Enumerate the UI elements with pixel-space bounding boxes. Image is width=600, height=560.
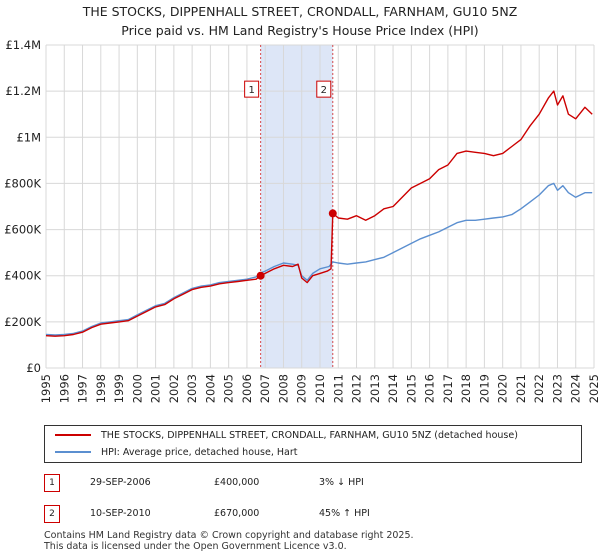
- sale-label-1: 1: [248, 85, 254, 96]
- x-tick-label: 2000: [130, 374, 144, 403]
- x-tick-label: 2008: [276, 374, 290, 403]
- chart-area: £0 £200K £400K £600K £800K £1M £1.2M £1.4M 1995 1…: [4, 38, 600, 403]
- y-tick-label: £1.2M: [5, 84, 41, 98]
- x-tick-label: 2013: [368, 374, 382, 403]
- sale-badge-1: 1: [44, 474, 60, 492]
- chart-title: THE STOCKS, DIPPENHALL STREET, CRONDALL,…: [0, 2, 600, 40]
- legend-label-hpi: HPI: Average price, detached house, Hart: [101, 447, 298, 458]
- hpi-line: [45, 182, 593, 336]
- sale-hpi-2: 45% ↑ HPI: [319, 508, 370, 519]
- legend-swatch-property: [55, 433, 91, 436]
- x-tick-label: 2007: [258, 374, 272, 403]
- x-tick-label: 1997: [76, 374, 90, 403]
- x-tick-label: 1996: [57, 374, 71, 403]
- x-tick-label: 1999: [112, 374, 126, 403]
- x-tick-label: 2018: [459, 374, 473, 403]
- y-tick-label: £600K: [4, 223, 41, 237]
- x-tick-label: 2020: [496, 374, 510, 403]
- legend: THE STOCKS, DIPPENHALL STREET, CRONDALL,…: [44, 425, 582, 463]
- x-tick-label: 2005: [222, 374, 236, 403]
- sale-badge-2: 2: [44, 505, 60, 523]
- footer-line1: Contains HM Land Registry data © Crown c…: [44, 530, 414, 541]
- x-tick-label: 2016: [423, 374, 437, 403]
- x-tick-label: 2015: [404, 374, 418, 403]
- sale-label-box-1: [244, 80, 260, 98]
- legend-item-property: THE STOCKS, DIPPENHALL STREET, CRONDALL,…: [55, 428, 518, 444]
- x-tick-label: 2003: [185, 374, 199, 403]
- legend-swatch-hpi: [55, 450, 91, 453]
- x-tick-label: 1998: [94, 374, 108, 403]
- legend-item-hpi: HPI: Average price, detached house, Hart: [55, 445, 297, 461]
- sale-price-1: £400,000: [214, 477, 260, 488]
- x-tick-label: 2024: [569, 374, 583, 403]
- x-tick-label: 2023: [550, 374, 564, 403]
- sale-price-2: £670,000: [214, 508, 260, 519]
- legend-label-property: THE STOCKS, DIPPENHALL STREET, CRONDALL,…: [101, 430, 518, 441]
- y-tick-label: £400K: [4, 269, 41, 283]
- y-tick-label: £0: [26, 361, 41, 375]
- sale-hpi-1: 3% ↓ HPI: [319, 477, 364, 488]
- chart-title-line1: THE STOCKS, DIPPENHALL STREET, CRONDALL,…: [82, 4, 518, 19]
- x-tick-label: 2011: [331, 374, 345, 403]
- sale-date-2: 10-SEP-2010: [90, 508, 151, 519]
- x-tick-label: 1995: [39, 374, 53, 403]
- sale-period-band: [260, 45, 333, 368]
- y-tick-label: £1.4M: [5, 38, 41, 52]
- sale-date-1: 29-SEP-2006: [90, 477, 151, 488]
- x-tick-label: 2014: [386, 374, 400, 403]
- footer-line2: This data is licensed under the Open Gov…: [44, 541, 347, 552]
- y-tick-label: £800K: [4, 176, 41, 190]
- x-tick-label: 2009: [295, 374, 309, 403]
- sale-label-2: 2: [321, 85, 327, 96]
- footer: Contains HM Land Registry data © Crown c…: [44, 530, 414, 552]
- x-tick-label: 2019: [477, 374, 491, 403]
- x-tick-label: 2012: [350, 374, 364, 403]
- sale-label-box-2: [316, 80, 332, 98]
- sale-point-1: [256, 271, 265, 280]
- y-tick-label: £1M: [16, 130, 41, 144]
- x-tick-label: 2002: [167, 374, 181, 403]
- x-tick-label: 2025: [587, 374, 600, 403]
- x-tick-label: 2004: [203, 374, 217, 403]
- property-price-line: [45, 90, 593, 337]
- sale-point-2: [328, 209, 337, 218]
- y-tick-label: £200K: [4, 315, 41, 329]
- x-tick-label: 2022: [532, 374, 546, 403]
- x-tick-label: 2006: [240, 374, 254, 403]
- x-tick-label: 2021: [514, 374, 528, 403]
- x-tick-label: 2010: [313, 374, 327, 403]
- x-tick-label: 2017: [441, 374, 455, 403]
- x-tick-label: 2001: [149, 374, 163, 403]
- chart-title-line2: Price paid vs. HM Land Registry's House …: [121, 23, 479, 38]
